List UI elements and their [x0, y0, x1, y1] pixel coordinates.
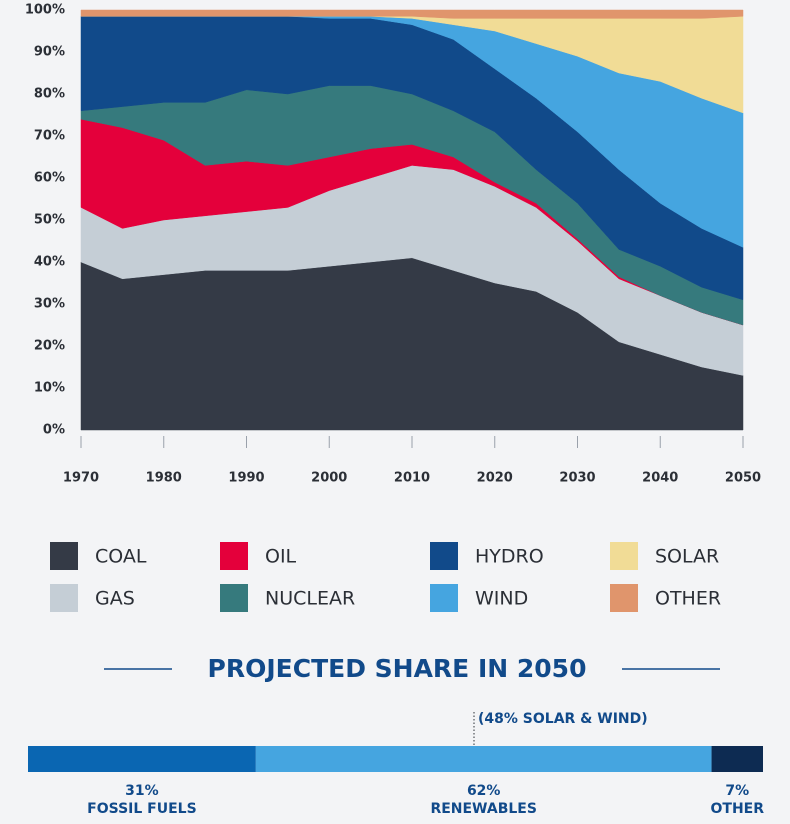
y-tick-label: 100% — [25, 3, 65, 18]
x-tick-label: 1980 — [146, 471, 182, 486]
legend-label: WIND — [475, 588, 528, 610]
share-value: 31% — [125, 783, 159, 799]
share-label: RENEWABLES — [430, 801, 537, 817]
legend-swatch — [220, 584, 248, 612]
y-tick-label: 70% — [34, 129, 65, 144]
legend-label: HYDRO — [475, 546, 544, 568]
y-tick-label: 50% — [34, 213, 65, 228]
x-tick-label: 1970 — [63, 471, 99, 486]
legend-swatch — [430, 542, 458, 570]
x-tick-label: 2050 — [725, 471, 761, 486]
legend-label: COAL — [95, 546, 147, 568]
legend-label: OTHER — [655, 588, 721, 610]
legend-swatch — [610, 584, 638, 612]
legend-swatch — [610, 542, 638, 570]
legend-label: OIL — [265, 546, 297, 568]
share-title: PROJECTED SHARE IN 2050 — [208, 654, 587, 683]
x-tick-label: 2000 — [311, 471, 347, 486]
share-segment — [255, 746, 712, 772]
x-tick-label: 2010 — [394, 471, 430, 486]
share-value: 62% — [467, 783, 501, 799]
legend-swatch — [430, 584, 458, 612]
share-segment — [28, 746, 256, 772]
legend-label: SOLAR — [655, 546, 719, 568]
y-tick-label: 30% — [34, 297, 65, 312]
share-label: FOSSIL FUELS — [87, 801, 197, 817]
y-tick-label: 80% — [34, 87, 65, 102]
y-tick-label: 90% — [34, 45, 65, 60]
legend-swatch — [50, 542, 78, 570]
annotation: (48% SOLAR & WIND) — [478, 711, 648, 727]
x-tick-label: 2020 — [477, 471, 513, 486]
x-tick-label: 1990 — [228, 471, 264, 486]
x-tick-label: 2040 — [642, 471, 678, 486]
share-segment — [711, 746, 763, 772]
y-tick-label: 60% — [34, 171, 65, 186]
legend-swatch — [50, 584, 78, 612]
y-tick-label: 0% — [43, 423, 65, 438]
legend-label: NUCLEAR — [265, 588, 355, 610]
share-label: OTHER — [711, 801, 765, 817]
x-tick-label: 2030 — [559, 471, 595, 486]
area — [80, 9, 744, 19]
y-tick-label: 10% — [34, 381, 65, 396]
legend-swatch — [220, 542, 248, 570]
y-tick-label: 40% — [34, 255, 65, 270]
share-value: 7% — [725, 783, 749, 799]
legend-label: GAS — [95, 588, 135, 610]
y-tick-label: 20% — [34, 339, 65, 354]
